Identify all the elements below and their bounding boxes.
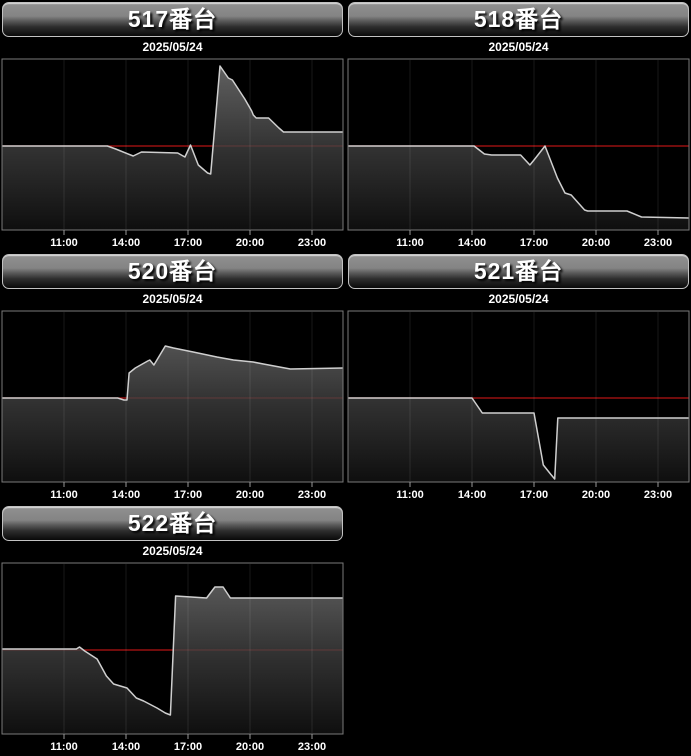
machine-panel-520: 520番台 2025/05/24 11:00 14:00 17:00 20:00 23:… <box>0 252 345 504</box>
x-tick-label: 11:00 <box>50 741 78 753</box>
chart-date: 2025/05/24 <box>488 292 549 306</box>
slump-chart-svg: 11:00 14:00 17:00 20:00 23:00 <box>347 310 690 501</box>
series-line <box>2 586 343 716</box>
x-tick-label: 23:00 <box>298 489 326 501</box>
area-fill <box>348 398 689 482</box>
x-tick-label: 11:00 <box>50 237 78 249</box>
machine-panel-518: 518番台 2025/05/24 11:00 14:00 17:00 20:00 23:… <box>346 0 691 252</box>
plot-border <box>1 562 344 735</box>
slump-chart-svg: 11:00 14:00 17:00 20:00 23:00 <box>347 58 690 249</box>
slump-graph: 11:00 14:00 17:00 20:00 23:00 <box>346 310 691 504</box>
chart-date: 2025/05/24 <box>142 40 203 54</box>
x-tick-label: 17:00 <box>174 741 202 753</box>
slump-graph: 11:00 14:00 17:00 20:00 23:00 <box>346 58 691 252</box>
x-tick-label: 17:00 <box>174 489 202 501</box>
x-tick-label: 20:00 <box>236 237 264 249</box>
area-fill <box>348 146 689 230</box>
series-line <box>2 65 343 175</box>
machine-panel-517: 517番台 2025/05/24 11:00 14:00 17:00 20:00 23:… <box>0 0 345 252</box>
empty-grid-cell <box>346 504 691 756</box>
machine-panel-521: 521番台 2025/05/24 11:00 14:00 17:00 20:00 23:… <box>346 252 691 504</box>
chart-date: 2025/05/24 <box>142 544 203 558</box>
machine-title-bar[interactable]: 522番台 <box>2 506 343 541</box>
chart-date: 2025/05/24 <box>142 292 203 306</box>
x-tick-label: 14:00 <box>112 741 140 753</box>
machine-title-bar[interactable]: 520番台 <box>2 254 343 289</box>
x-tick-label: 14:00 <box>458 489 486 501</box>
machine-title-bar[interactable]: 518番台 <box>348 2 689 37</box>
x-tick-label: 23:00 <box>644 237 672 249</box>
series-line <box>348 397 689 480</box>
slump-graph: 11:00 14:00 17:00 20:00 23:00 <box>0 562 345 756</box>
plot-border <box>1 310 344 483</box>
slump-chart-svg: 11:00 14:00 17:00 20:00 23:00 <box>1 58 344 249</box>
plot-border <box>347 58 690 231</box>
x-tick-label: 20:00 <box>582 237 610 249</box>
machine-title: 518番台 <box>473 6 564 32</box>
area-fill <box>2 66 343 230</box>
x-tick-label: 11:00 <box>396 489 424 501</box>
x-tick-label: 14:00 <box>112 489 140 501</box>
x-tick-label: 23:00 <box>298 741 326 753</box>
x-tick-label: 11:00 <box>50 489 78 501</box>
x-tick-label: 17:00 <box>520 489 548 501</box>
x-tick-label: 23:00 <box>644 489 672 501</box>
slump-chart-svg: 11:00 14:00 17:00 20:00 23:00 <box>1 310 344 501</box>
machine-panel-522: 522番台 2025/05/24 11:00 14:00 17:00 20:00 23:… <box>0 504 345 756</box>
machine-title: 517番台 <box>127 6 218 32</box>
machine-title: 522番台 <box>127 510 218 536</box>
area-fill <box>2 346 343 482</box>
machine-title-bar[interactable]: 521番台 <box>348 254 689 289</box>
x-tick-label: 11:00 <box>396 237 424 249</box>
slump-chart-svg: 11:00 14:00 17:00 20:00 23:00 <box>1 562 344 753</box>
x-tick-label: 20:00 <box>236 741 264 753</box>
x-tick-label: 14:00 <box>112 237 140 249</box>
plot-border <box>347 310 690 483</box>
x-tick-label: 20:00 <box>236 489 264 501</box>
slump-graph: 11:00 14:00 17:00 20:00 23:00 <box>0 310 345 504</box>
chart-date: 2025/05/24 <box>488 40 549 54</box>
x-tick-label: 14:00 <box>458 237 486 249</box>
x-tick-label: 17:00 <box>174 237 202 249</box>
series-line <box>348 145 690 219</box>
area-fill <box>2 587 343 734</box>
machine-title-bar[interactable]: 517番台 <box>2 2 343 37</box>
plot-border <box>1 58 344 231</box>
series-line <box>2 345 344 401</box>
machine-title: 520番台 <box>127 258 218 284</box>
slump-graph: 11:00 14:00 17:00 20:00 23:00 <box>0 58 345 252</box>
machine-title: 521番台 <box>473 258 564 284</box>
x-tick-label: 23:00 <box>298 237 326 249</box>
x-tick-label: 17:00 <box>520 237 548 249</box>
x-tick-label: 20:00 <box>582 489 610 501</box>
